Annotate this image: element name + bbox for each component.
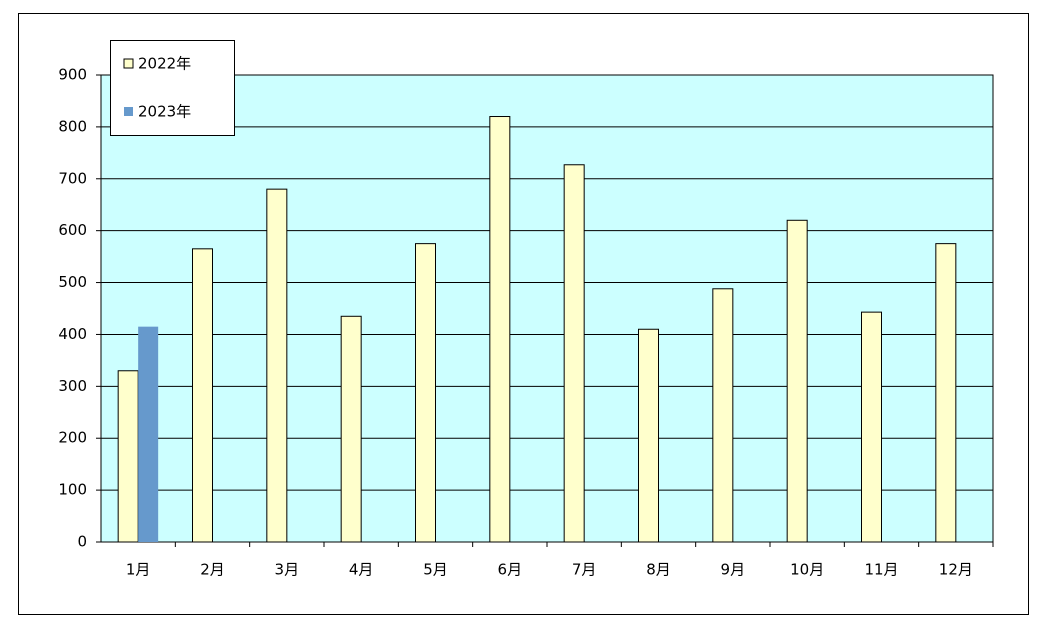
bar — [489, 116, 511, 543]
y-tick-label: 200 — [58, 429, 87, 447]
x-tick-label: 11月 — [864, 561, 898, 579]
legend-label: 2023年 — [138, 103, 191, 121]
y-tick-label: 700 — [58, 169, 87, 187]
bar — [266, 188, 288, 543]
x-tick-label: 10月 — [790, 561, 824, 579]
y-tick-label: 600 — [58, 221, 87, 239]
y-tick-label: 500 — [58, 273, 87, 291]
y-tick-label: 0 — [77, 533, 87, 551]
x-tick-label: 7月 — [572, 561, 597, 579]
legend-swatch — [124, 107, 133, 116]
x-tick-label: 6月 — [498, 561, 523, 579]
x-tick-label: 1月 — [126, 561, 151, 579]
bar — [563, 164, 585, 543]
x-tick-label: 8月 — [646, 561, 671, 579]
bar — [138, 326, 159, 542]
x-tick-label: 2月 — [200, 561, 225, 579]
bar — [935, 243, 957, 543]
x-tick-label: 3月 — [275, 561, 300, 579]
x-tick-label: 12月 — [939, 561, 973, 579]
bar — [638, 328, 659, 543]
y-tick-label: 300 — [58, 377, 87, 395]
legend-swatch — [123, 58, 134, 69]
bar — [712, 288, 734, 543]
x-tick-label: 9月 — [721, 561, 746, 579]
bar — [340, 315, 362, 543]
bar — [861, 311, 882, 543]
x-tick-label: 4月 — [349, 561, 374, 579]
y-tick-label: 100 — [58, 481, 87, 499]
bar — [192, 248, 213, 543]
bar — [786, 219, 808, 543]
x-tick-label: 5月 — [423, 561, 448, 579]
bar — [415, 243, 436, 543]
bar — [117, 370, 139, 543]
legend-box — [110, 40, 235, 136]
y-tick-label: 800 — [58, 117, 87, 135]
y-tick-label: 900 — [58, 66, 87, 84]
plot-area — [100, 74, 994, 543]
legend-label: 2022年 — [138, 55, 191, 73]
y-tick-label: 400 — [58, 325, 87, 343]
